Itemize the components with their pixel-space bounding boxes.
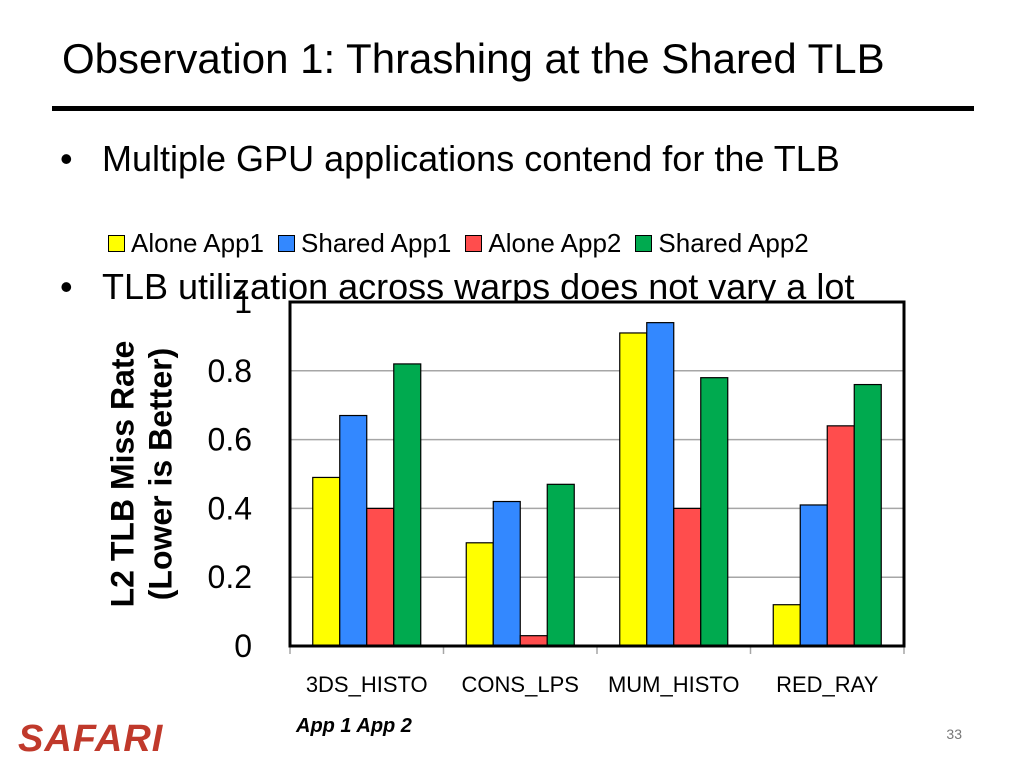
legend-swatch-alone-app2 [465,234,483,252]
app-note: App 1 App 2 [296,715,412,737]
page-number: 33 [946,726,962,742]
legend-swatch-shared-app1 [278,234,296,252]
y-tick-label: 0 [234,628,252,664]
y-tick-label: 1 [234,284,252,320]
legend-swatch-shared-app2 [635,234,653,252]
bar [673,507,702,647]
bar [646,322,675,647]
bullet-item-1: • Multiple GPU applications contend for t… [60,138,840,179]
bar [339,414,368,647]
bar [393,363,422,647]
x-tick-label: CONS_LPS [462,672,579,697]
bar [619,332,648,647]
legend-label-shared-app2: Shared App2 [658,228,809,258]
bar [492,500,521,647]
bar [799,504,828,647]
x-tick-label: RED_RAY [776,672,879,697]
title-divider [52,106,974,111]
legend-label-alone-app1: Alone App1 [131,228,265,258]
bar [700,377,729,647]
chart-legend: Alone App1 Shared App1 Alone App2 Shared… [108,230,823,256]
slide-title: Observation 1: Thrashing at the Shared T… [62,35,885,82]
x-tick-label: 3DS_HISTO [306,672,428,697]
y-axis-label: L2 TLB Miss Rate (Lower is Better) [104,341,181,608]
y-tick-label: 0.4 [208,490,252,526]
bar [366,507,395,647]
legend-swatch-alone-app1 [108,234,125,252]
bullet-text-1: Multiple GPU applications contend for th… [102,138,840,179]
legend-item-alone-app1: Alone App1 [108,230,264,256]
x-tick-label: MUM_HISTO [608,672,740,697]
bullet-symbol: • [60,138,73,179]
y-tick-label: 0.6 [208,422,252,458]
bar [772,604,801,647]
legend-label-alone-app2: Alone App2 [488,228,622,258]
y-tick-label: 0.2 [208,559,252,595]
plot-frame [288,300,906,648]
bar [826,425,855,647]
bullet-symbol: • [60,266,73,307]
safari-logo: SAFARI [18,718,164,760]
legend-item-shared-app2: Shared App2 [635,228,809,258]
legend-label-shared-app1: Shared App1 [301,228,452,258]
bar [519,635,548,647]
y-axis-label-line2: (Lower is Better) [143,347,179,601]
bar [465,542,494,647]
bar [853,383,882,647]
bar [312,476,341,647]
legend-item-alone-app2: Alone App2 [465,230,621,256]
legend-item-shared-app1: Shared App1 [278,230,451,256]
bullet-text-2: TLB utilization across warps does not va… [102,266,855,307]
bar [546,483,575,647]
y-axis-label-line1: L2 TLB Miss Rate [104,340,141,608]
y-tick-label: 0.8 [208,353,252,389]
bullet-item-2: • TLB utilization across warps does not v… [60,266,854,307]
